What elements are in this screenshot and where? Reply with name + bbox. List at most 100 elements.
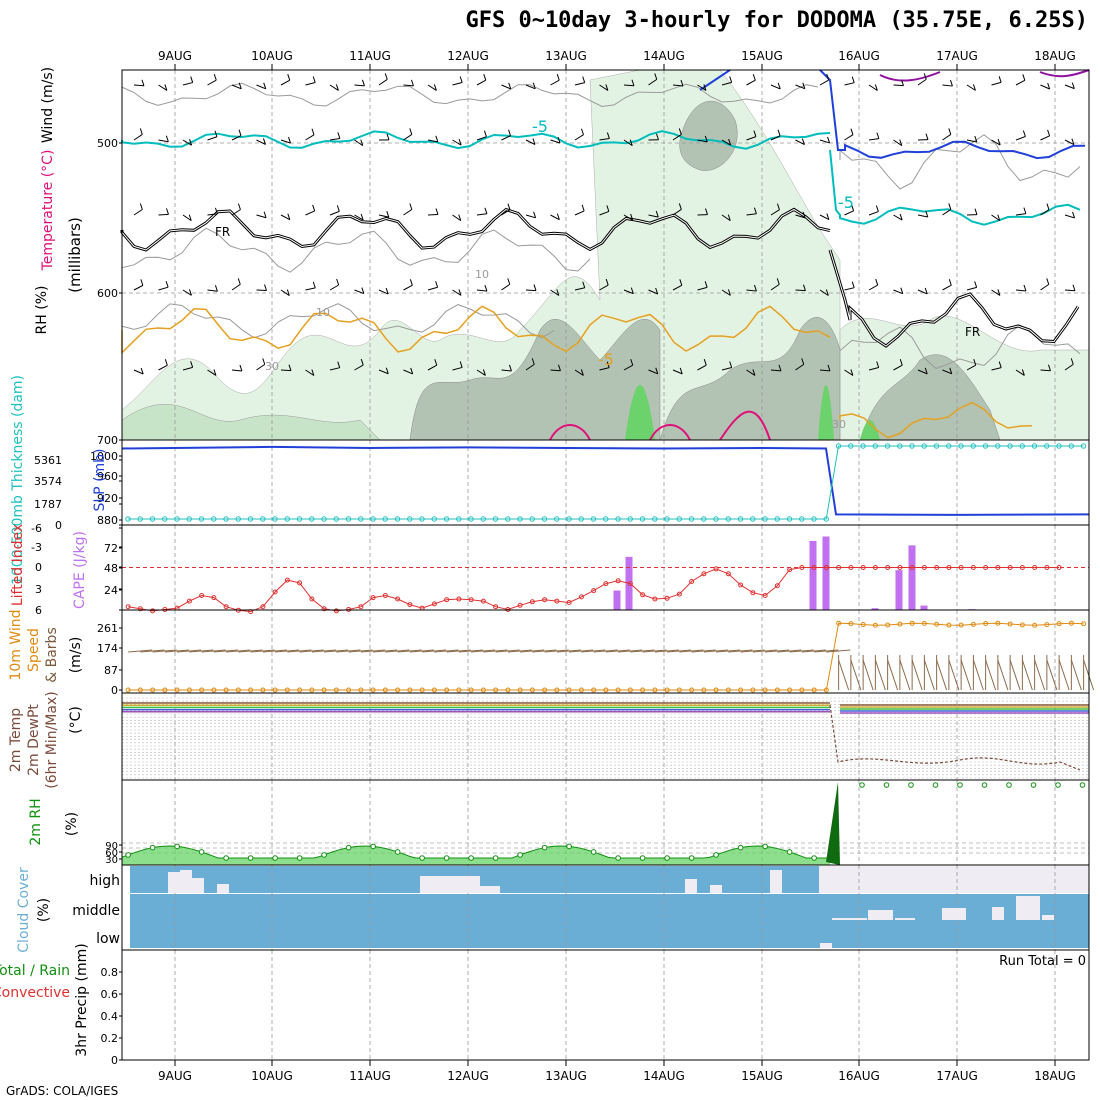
wind-barb [427,213,439,216]
wind-barb-10m [911,659,923,691]
lifted-index-marker [407,602,413,608]
wind-barb-10m [605,649,630,653]
wind-barb [378,289,389,295]
wind-barb [656,133,659,140]
cape-bar [822,536,830,610]
thickness-marker [1019,443,1025,449]
wind-barb-10m [1058,659,1070,691]
lifted-index-marker [603,581,609,587]
wind-barb [648,214,659,218]
wind-barb [140,367,144,375]
date-label-bottom: 10AUG [251,1069,293,1083]
lifted-index-marker [909,565,915,570]
wind-speed-marker [480,687,486,693]
wind-barb [287,74,291,81]
wind-barb [655,367,659,374]
lifted-index-marker [272,589,278,595]
wind-barb [550,79,560,86]
wind-barb [899,213,903,221]
thickness-marker [603,516,609,522]
wind-barb [795,363,805,371]
wind-barb [556,289,560,296]
wind-barb [1072,284,1076,291]
thickness-marker [321,516,327,522]
wind-speed-marker [186,687,192,693]
thickness-marker [762,516,768,522]
wind-barb [844,287,855,291]
wind-barb [213,369,217,376]
thickness-marker [296,516,303,522]
lifted-index-marker [701,571,707,577]
wind-speed-marker [995,620,1001,626]
wind-barb [280,369,292,372]
wind-barb [819,139,830,144]
wind-barb [1023,284,1027,292]
thickness-marker [174,516,180,522]
wind-barb [777,82,781,90]
lifted-index-marker [370,595,376,601]
wind-barb-10m [679,649,704,653]
wind-speed-marker [150,687,156,693]
wind-speed-marker [897,621,903,627]
wind-barb [825,289,829,296]
wind-barb [899,139,903,146]
wind-speed-marker [358,687,364,693]
wind-barb [599,367,610,371]
lifted-index-marker [395,596,401,602]
thickness-marker [701,516,707,522]
thickness-marker [652,516,658,522]
wind-barb [214,285,218,292]
lifted-index-marker [640,592,646,598]
wind-barb [630,287,634,294]
wind-barb [256,214,267,219]
wind-barbs-axis-label: & Barbs [44,627,60,683]
wind-barb [574,82,585,86]
wind-barb [231,209,241,216]
wind-barb [305,369,315,376]
wind-barb [354,289,365,295]
wind-barb [631,79,635,86]
wind-speed-marker [701,687,707,693]
wind-barb [599,138,610,141]
wind-barb [721,139,731,146]
wind-barb [452,289,462,296]
wind-barb [207,136,218,141]
freezing-level-line [829,249,1079,347]
wind-barb [550,139,561,144]
lifted-index-marker [468,597,474,603]
wind-speed-marker [346,687,352,693]
wind-barb [182,82,193,86]
thickness-marker [860,443,866,449]
wind-speed-marker [921,620,927,626]
wind-barb [991,214,1001,222]
cloud-gap [217,884,229,893]
wind-barb [336,205,340,212]
y-tick-label: 174 [97,642,118,655]
thickness-marker [1044,443,1050,449]
cloud-gap [192,878,204,893]
wind-barb [190,76,194,83]
wind-barb [458,138,462,146]
wind-barb-10m [189,649,214,653]
lifted-index-marker [333,608,339,614]
wind-speed-marker [872,622,878,628]
thickness-axis-label: 1000-500mb Thickness (dam) [10,375,26,585]
wind-barb [386,133,390,141]
wind-barb [753,207,757,214]
wind-barb [893,214,903,221]
wind-barb [868,284,878,291]
y-tick-label: 3 [35,583,42,596]
thickness-marker [517,516,523,522]
wind-speed-marker [750,687,756,693]
wind-barb-10m [667,649,692,653]
y-tick-label: 87 [104,664,118,677]
wind-barb [623,84,635,87]
wind-speed-marker [603,687,609,693]
wind-barb [648,78,658,86]
thickness-marker [456,516,462,522]
lifted-index-marker [1044,565,1050,570]
wind-barb [288,364,292,371]
wind-barb [305,82,316,86]
temp-contour-orange [839,401,1033,439]
wind-barb [1040,84,1050,90]
